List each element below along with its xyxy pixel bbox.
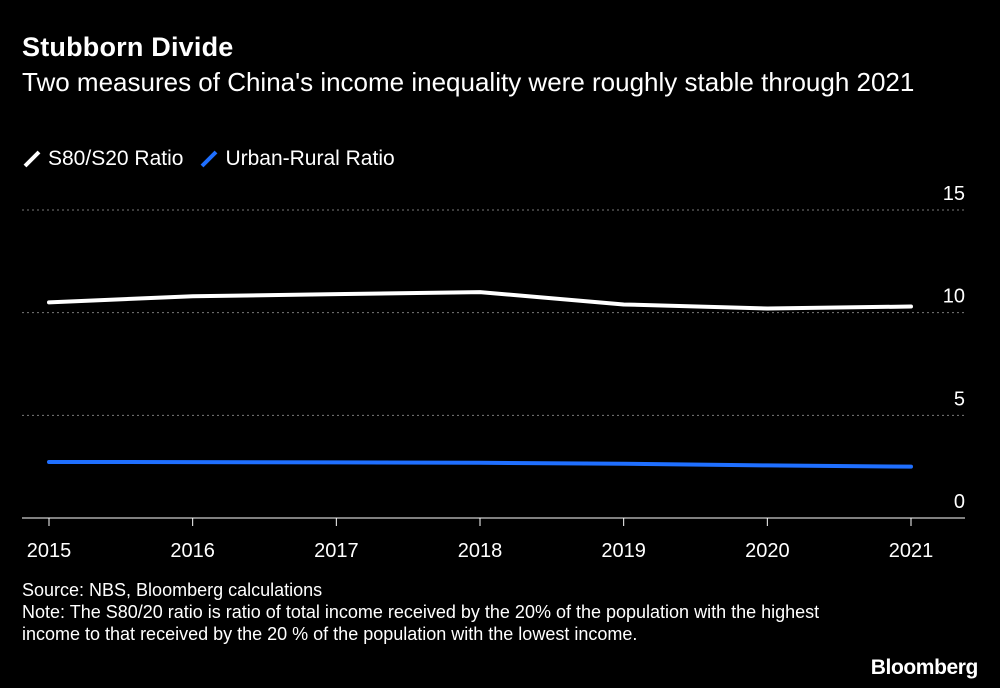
x-tick-label: 2015	[27, 540, 72, 562]
chart-subtitle: Two measures of China's income inequalit…	[22, 67, 915, 97]
y-tick-label: 5	[954, 388, 965, 410]
urban-rural-ratio-line	[47, 459, 913, 469]
legend-swatch-urban-rural-line	[201, 150, 218, 168]
s80-s20-ratio-line	[47, 290, 913, 311]
x-tick-label: 2020	[745, 540, 790, 562]
footer: Source: NBS, Bloomberg calculations Note…	[22, 579, 842, 645]
legend: S80/S20 Ratio Urban-Rural Ratio	[22, 147, 411, 171]
y-tick-label: 15	[943, 183, 965, 205]
legend-swatch-s80-line	[23, 150, 41, 168]
x-tick-label: 2016	[170, 540, 215, 562]
x-tick-label: 2021	[889, 540, 934, 562]
legend-swatch-s80	[23, 150, 41, 168]
note-text: Note: The S80/20 ratio is ratio of total…	[22, 602, 820, 644]
y-tick-label: 0	[954, 491, 965, 513]
legend-swatch-urban-rural	[201, 150, 218, 168]
legend-item-s80: S80/S20 Ratio	[22, 147, 183, 171]
y-tick-label: 10	[943, 286, 965, 308]
line-chart: 15 10 5 0 2015 2016 2017 2018 2019 2020 2021	[22, 183, 965, 562]
legend-item-urban-rural: Urban-Rural Ratio	[199, 147, 395, 171]
legend-label-urban-rural: Urban-Rural Ratio	[225, 147, 395, 170]
legend-label-s80: S80/S20 Ratio	[48, 147, 184, 170]
x-tick-label: 2017	[314, 540, 359, 562]
chart-title: Stubborn Divide	[22, 32, 234, 62]
bloomberg-logo: Bloomberg	[870, 656, 979, 679]
source-text: Source: NBS, Bloomberg calculations	[22, 580, 323, 600]
x-tick-label: 2018	[458, 540, 503, 562]
x-tick-label: 2019	[601, 540, 646, 562]
